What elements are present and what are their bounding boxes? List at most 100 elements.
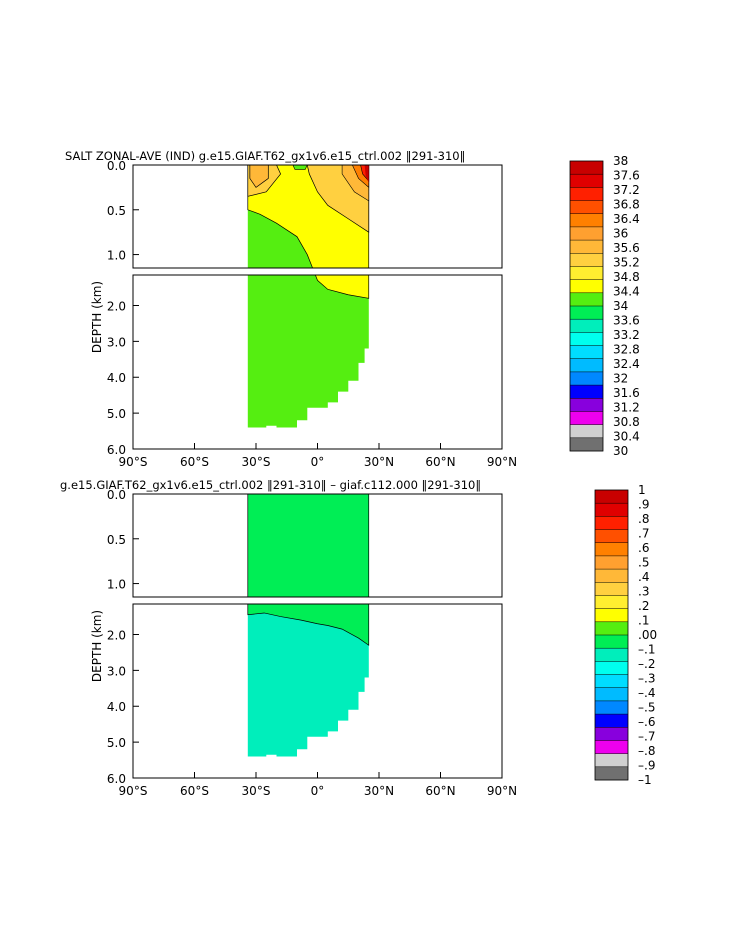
colorbar-label: .00 xyxy=(638,628,657,642)
colorbar-swatch xyxy=(595,648,628,662)
colorbar-label: 30.4 xyxy=(613,430,640,444)
x-tick-label: 60°S xyxy=(180,455,209,469)
colorbar-swatch xyxy=(570,385,603,399)
colorbar-label: 35.6 xyxy=(613,241,640,255)
colorbar-label: –.4 xyxy=(638,686,655,700)
ocean-field xyxy=(247,494,370,757)
colorbar-swatch xyxy=(570,200,603,215)
y-axis-label: DEPTH (km) xyxy=(90,281,104,353)
colorbar-label: .8 xyxy=(638,512,649,526)
colorbar-label: .9 xyxy=(638,498,649,512)
colorbar-swatch xyxy=(595,753,628,768)
colorbar: 1.9.8.7.6.5.4.3.2.1.00–.1–.2–.3–.4–.5–.6… xyxy=(594,483,657,787)
colorbar-label: 38 xyxy=(613,154,628,168)
colorbar-label: .7 xyxy=(638,527,649,541)
y-tick-label: 2.0 xyxy=(107,299,126,313)
colorbar-label: 36 xyxy=(613,227,628,241)
y-tick-label: 2.0 xyxy=(107,628,126,642)
colorbar-swatch xyxy=(595,661,628,675)
x-tick-label: 90°S xyxy=(119,784,148,798)
y-tick-label: 3.0 xyxy=(107,335,126,349)
colorbar-swatch xyxy=(570,411,603,425)
colorbar: 3837.637.236.836.43635.635.234.834.43433… xyxy=(569,154,640,458)
colorbar-swatch xyxy=(570,345,603,360)
y-tick-label: 1.0 xyxy=(107,578,126,592)
ocean-field xyxy=(247,165,370,428)
colorbar-swatch xyxy=(570,161,603,175)
colorbar-label: 34.4 xyxy=(613,285,640,299)
upper-water-region xyxy=(314,275,370,299)
y-tick-label: 1.0 xyxy=(107,249,126,263)
colorbar-label: 1 xyxy=(638,483,646,497)
y-tick-label: 6.0 xyxy=(107,772,126,786)
colorbar-label: 37.2 xyxy=(613,183,640,197)
colorbar-swatch xyxy=(595,687,628,702)
colorbar-swatch xyxy=(570,306,603,320)
colorbar-swatch xyxy=(570,358,603,373)
y-tick-label: 0.5 xyxy=(107,204,126,218)
colorbar-label: –1 xyxy=(638,773,652,787)
colorbar-swatch xyxy=(595,595,628,609)
colorbar-swatch xyxy=(570,187,603,201)
colorbar-label: .2 xyxy=(638,599,649,613)
chart-title: g.e15.GIAF.T62_gx1v6.e15_ctrl.002 ‖291-3… xyxy=(60,478,481,492)
colorbar-frame xyxy=(569,160,604,452)
colorbar-swatch xyxy=(570,226,603,241)
y-tick-label: 0.5 xyxy=(107,533,126,547)
colorbar-label: –.1 xyxy=(638,643,655,657)
x-tick-label: 90°S xyxy=(119,455,148,469)
x-tick-label: 30°N xyxy=(364,784,394,798)
colorbar-label: 32.4 xyxy=(613,357,640,371)
colorbar-label: –.6 xyxy=(638,715,655,729)
colorbar-swatch xyxy=(570,266,603,280)
x-tick-label: 90°N xyxy=(487,784,517,798)
colorbar-swatch xyxy=(570,213,603,228)
colorbar-swatch xyxy=(570,253,603,267)
colorbar-label: 31.2 xyxy=(613,401,640,415)
colorbar-swatch xyxy=(595,727,628,741)
colorbar-swatch xyxy=(595,569,628,583)
colorbar-swatch xyxy=(595,582,628,596)
salinity-band xyxy=(364,165,369,183)
colorbar-label: 33.2 xyxy=(613,328,640,342)
colorbar-swatch xyxy=(570,174,603,188)
colorbar-label: –.9 xyxy=(638,759,655,773)
deep-water-region xyxy=(247,604,369,757)
colorbar-swatch xyxy=(595,740,628,754)
colorbar-label: –.3 xyxy=(638,672,655,686)
colorbar-swatch xyxy=(595,700,628,715)
colorbar-swatch xyxy=(570,371,603,386)
colorbar-frame xyxy=(594,489,629,781)
colorbar-label: –.7 xyxy=(638,730,655,744)
y-tick-label: 5.0 xyxy=(107,736,126,750)
y-tick-label: 4.0 xyxy=(107,371,126,385)
x-tick-label: 60°N xyxy=(425,784,455,798)
colorbar-label: 37.6 xyxy=(613,169,640,183)
x-tick-label: 30°S xyxy=(242,455,271,469)
colorbar-label: 34.8 xyxy=(613,270,640,284)
colorbar-swatch xyxy=(595,608,628,623)
y-tick-label: 0.0 xyxy=(107,159,126,173)
upper-plot-frame xyxy=(132,493,503,598)
colorbar-label: 31.6 xyxy=(613,386,640,400)
x-tick-label: 60°N xyxy=(425,455,455,469)
colorbar-label: 32 xyxy=(613,372,628,386)
colorbar-label: –.5 xyxy=(638,701,655,715)
colorbar-label: 34 xyxy=(613,299,628,313)
colorbar-label: .4 xyxy=(638,570,649,584)
colorbar-label: –.8 xyxy=(638,744,655,758)
upper-plot-frame xyxy=(132,164,503,269)
deep-water-region xyxy=(247,275,369,428)
colorbar-swatch xyxy=(595,766,628,781)
colorbar-swatch xyxy=(595,516,628,530)
x-tick-label: 30°S xyxy=(242,784,271,798)
x-tick-label: 0° xyxy=(311,784,325,798)
colorbar-swatch xyxy=(570,424,603,439)
upper-water-region xyxy=(247,494,370,597)
x-tick-label: 30°N xyxy=(364,455,394,469)
colorbar-swatch xyxy=(570,292,603,307)
colorbar-label: .5 xyxy=(638,556,649,570)
y-tick-label: 6.0 xyxy=(107,443,126,457)
colorbar-label: 35.2 xyxy=(613,256,640,270)
